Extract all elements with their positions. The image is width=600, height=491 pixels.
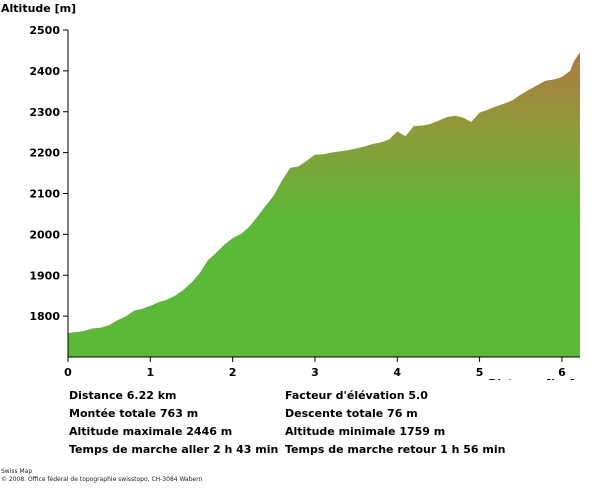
x-tick-label: 3 xyxy=(311,366,319,379)
y-tick-label: 2000 xyxy=(29,228,60,241)
elevation-area xyxy=(68,52,580,357)
y-axis-title: Altitude [m] xyxy=(1,2,76,15)
x-tick-label: 5 xyxy=(476,366,484,379)
copyright-line-1: Swiss Map xyxy=(1,468,33,475)
y-tick-label: 2400 xyxy=(29,65,60,78)
stats-left-column: Distance 6.22 km Montée totale 763 m Alt… xyxy=(69,387,278,459)
stat-max-altitude: Altitude maximale 2446 m xyxy=(69,425,233,438)
stat-walk-time-out: Temps de marche aller 2 h 43 min xyxy=(69,443,279,456)
stat-distance: Distance 6.22 km xyxy=(69,389,177,402)
copyright-line-2: © 2008. Office fédéral de topographie sw… xyxy=(1,476,203,483)
x-axis-title: Distance [km] xyxy=(488,377,575,380)
y-tick-label: 2300 xyxy=(29,106,60,119)
stat-total-descent: Descente totale 76 m xyxy=(285,407,418,420)
x-tick-label: 4 xyxy=(393,366,401,379)
stats-right-column: Facteur d'élévation 5.0 Descente totale … xyxy=(285,387,505,459)
y-tick-label: 1800 xyxy=(29,310,60,323)
stat-walk-time-return: Temps de marche retour 1 h 56 min xyxy=(285,443,506,456)
y-tick-label: 2200 xyxy=(29,147,60,160)
stat-elevation-factor: Facteur d'élévation 5.0 xyxy=(285,389,428,402)
x-tick-label: 6 xyxy=(558,366,566,379)
x-tick-label: 1 xyxy=(146,366,154,379)
y-tick-label: 1900 xyxy=(29,269,60,282)
stat-total-ascent: Montée totale 763 m xyxy=(69,407,199,420)
x-tick-label: 0 xyxy=(64,366,72,379)
y-tick-label: 2500 xyxy=(29,24,60,37)
stat-min-altitude: Altitude minimale 1759 m xyxy=(285,425,446,438)
copyright-notice: Swiss Map © 2008. Office fédéral de topo… xyxy=(1,468,202,484)
elevation-profile-chart: 1800 1900 2000 2100 2200 2300 2400 2500 0 1 2 3 4 5 6 A… xyxy=(1,2,580,380)
y-tick-label: 2100 xyxy=(29,188,60,201)
x-tick-label: 2 xyxy=(229,366,237,379)
